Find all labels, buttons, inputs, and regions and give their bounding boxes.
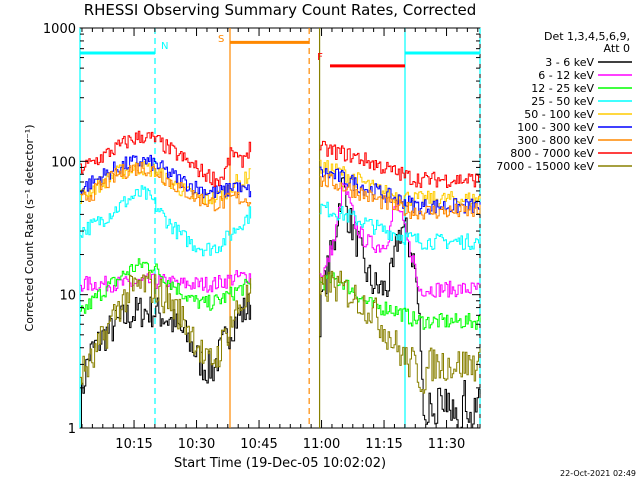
legend-label-800-7000-kev: 800 - 7000 keV [510,147,594,160]
legend-label-50-100-kev: 50 - 100 keV [524,108,594,121]
series-100-300-kev-segment-1 [80,154,252,199]
series-25-50-kev-segment-1 [80,185,252,257]
x-tick-label: 10:15 [115,437,152,452]
event-marker-s: S [218,34,224,45]
x-tick-label: 11:00 [303,437,340,452]
x-tick-label: 10:45 [240,437,277,452]
event-markers: N S F [161,34,323,63]
series-100-300-kev-segment-2 [319,166,481,215]
legend-label-6-12-kev: 6 - 12 keV [538,69,594,82]
event-marker-n: N [161,41,168,52]
series-3-6-kev-segment-1 [80,293,252,429]
chart-title: RHESSI Observing Summary Count Rates, Co… [84,1,477,19]
attenuator-bars [80,40,480,68]
series-7000-15000-kev-segment-2 [319,270,481,394]
x-tick-label: 10:30 [178,437,215,452]
legend-label-12-25-kev: 12 - 25 keV [531,82,594,95]
legend-header-2: Att 0 [604,42,630,55]
series-7000-15000-kev-segment-1 [80,271,252,385]
period-lines [79,28,481,428]
series-50-100-kev-segment-1 [80,160,252,205]
series-12-25-kev-segment-2 [319,272,481,330]
y-tick-label: 100 [51,155,76,170]
legend-label-300-800-kev: 300 - 800 keV [517,134,594,147]
legend-label-7000-15000-kev: 7000 - 15000 keV [496,160,594,173]
series-25-50-kev-segment-2 [319,201,481,250]
series-800-7000-kev-segment-2 [319,140,480,188]
y-tick-label: 1000 [43,22,76,37]
series-300-800-kev-segment-1 [80,162,252,212]
legend-label-25-50-kev: 25 - 50 keV [531,95,594,108]
event-marker-f: F [317,52,323,63]
legend-label-3-6-kev: 3 - 6 keV [545,56,594,69]
x-tick-label: 11:15 [365,437,402,452]
plot-frame [79,27,481,429]
series-300-800-kev-segment-2 [319,173,481,220]
footer-timestamp: 22-Oct-2021 02:49 [560,469,636,478]
y-tick-label: 1 [68,422,76,437]
legend-label-100-300-kev: 100 - 300 keV [517,121,594,134]
y-axis-label: Corrected Count Rate (s⁻¹ detector⁻¹) [23,125,36,332]
y-axis-ticks: 1 10 100 1000 [43,22,480,437]
series-group [80,130,481,429]
x-axis-label: Start Time (19-Dec-05 10:02:02) [174,456,386,471]
series-6-12-kev-segment-2 [319,182,481,298]
x-axis-ticks: 10:15 10:30 10:45 11:00 11:15 11:30 [81,28,479,452]
series-6-12-kev-segment-1 [80,270,252,293]
legend-header-1: Det 1,3,4,5,6,9, [544,30,630,43]
y-tick-label: 10 [59,289,76,304]
series-3-6-kev-segment-2 [319,177,481,429]
x-tick-label: 11:30 [428,437,465,452]
series-12-25-kev-segment-1 [80,258,252,314]
series-800-7000-kev-segment-1 [80,130,252,188]
